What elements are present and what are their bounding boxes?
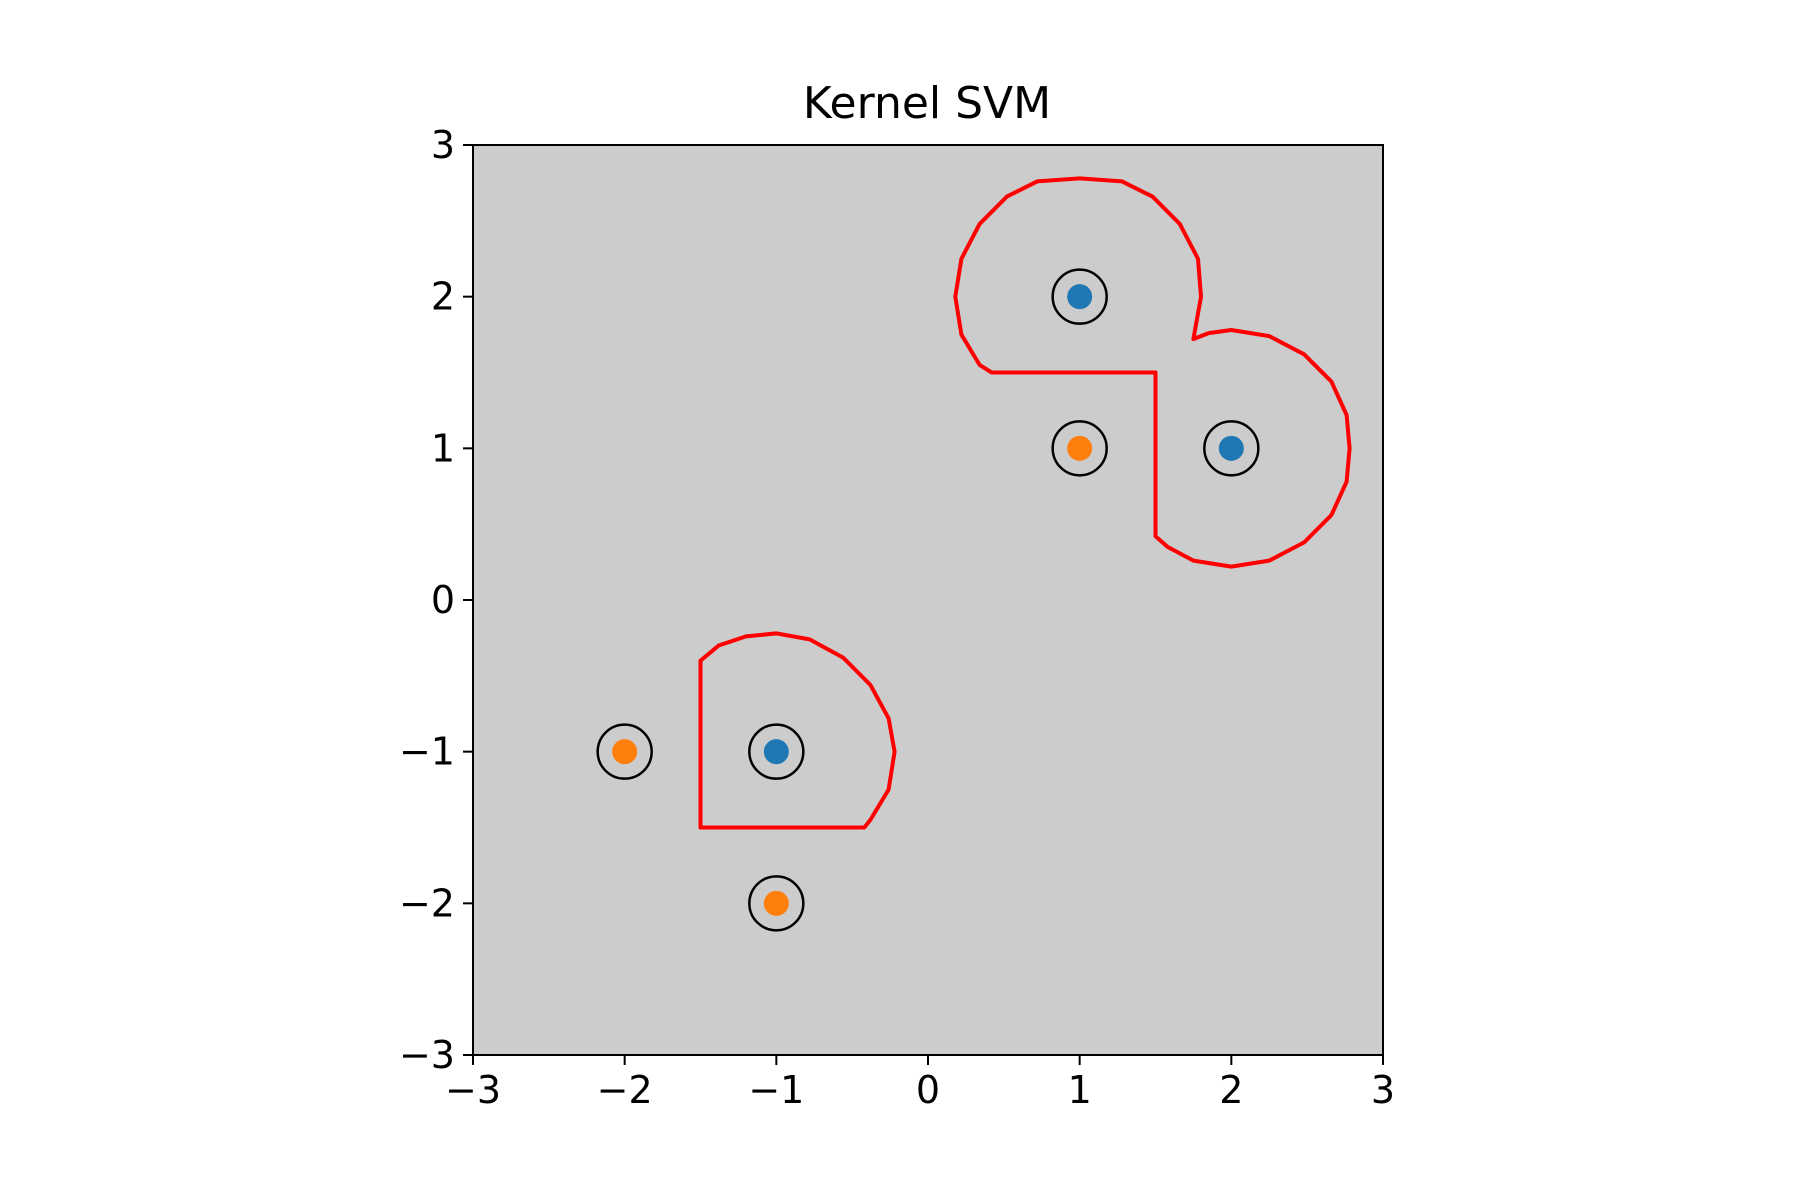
data-point-class1-2 (1218, 435, 1244, 461)
x-tick-label-2: −2 (597, 1068, 653, 1112)
y-tick-label-3: −1 (399, 730, 455, 774)
decision-boundary-contour-2 (698, 631, 897, 830)
data-point-class2-3 (763, 890, 789, 916)
x-tick-label-4: 0 (916, 1068, 940, 1112)
support-vector-ring-2 (1203, 420, 1260, 477)
y-tick-label-5: 1 (431, 426, 455, 470)
data-point-class1-1 (1067, 284, 1093, 310)
chart-title: Kernel SVM (803, 78, 1051, 129)
y-tick-label-6: 2 (431, 275, 455, 319)
y-tick-label-7: 3 (431, 123, 455, 167)
plot-area (473, 145, 1383, 1055)
data-point-layer (612, 284, 1244, 916)
x-tick-label-7: 3 (1371, 1068, 1395, 1112)
x-tick-label-6: 2 (1219, 1068, 1243, 1112)
x-axis-ticks: −3 −2 −1 0 1 2 3 (445, 1055, 1395, 1112)
x-tick-label-5: 1 (1068, 1068, 1092, 1112)
x-tick-label-3: −1 (748, 1068, 804, 1112)
data-point-class2-2 (612, 739, 638, 765)
support-vector-ring-5 (596, 723, 653, 780)
y-tick-label-4: 0 (431, 578, 455, 622)
support-vector-ring-4 (1051, 420, 1108, 477)
support-vector-layer (596, 268, 1260, 932)
support-vector-ring-1 (1051, 268, 1108, 325)
decision-boundary-layer (698, 176, 1352, 830)
support-vector-ring-6 (748, 875, 805, 932)
x-tick-label-1: −3 (445, 1068, 501, 1112)
support-vector-ring-3 (748, 723, 805, 780)
data-point-class1-3 (763, 739, 789, 765)
y-axis-ticks: −3 −2 −1 0 1 2 3 (399, 123, 473, 1077)
data-point-class2-1 (1067, 435, 1093, 461)
decision-boundary-contour-1 (953, 176, 1352, 569)
y-tick-label-2: −2 (399, 881, 455, 925)
y-tick-label-1: −3 (399, 1033, 455, 1077)
